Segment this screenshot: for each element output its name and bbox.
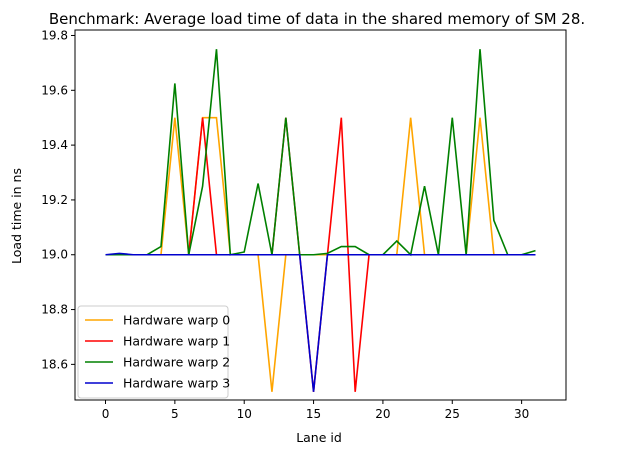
y-axis-label: Load time in ns (9, 168, 24, 264)
legend: Hardware warp 0 Hardware warp 1 Hardware w… (77, 305, 230, 399)
y-tick-label: 18.6 (41, 357, 68, 371)
legend-label-warp-2: Hardware warp 2 (123, 355, 230, 370)
y-axis: 18.6 18.8 19.0 19.2 19.4 19.6 19.8 (41, 28, 75, 371)
y-tick-label: 19.8 (41, 28, 68, 42)
legend-label-warp-1: Hardware warp 1 (123, 334, 230, 349)
series-line-warp-2 (105, 49, 536, 257)
series-line-warp-3 (105, 252, 536, 392)
x-tick-label: 0 (102, 407, 110, 421)
series-layer (105, 49, 536, 392)
legend-box (77, 305, 229, 399)
chart-title: Benchmark: Average load time of data in … (49, 10, 585, 28)
y-tick-label: 19.2 (41, 193, 68, 207)
legend-label-warp-3: Hardware warp 3 (123, 376, 230, 391)
x-tick-label: 25 (445, 407, 460, 421)
x-tick-label: 30 (514, 407, 529, 421)
y-tick-label: 19.0 (41, 248, 68, 262)
y-tick-label: 19.4 (41, 138, 68, 152)
x-tick-label: 5 (171, 407, 179, 421)
plot-frame (74, 29, 567, 401)
x-tick-label: 20 (375, 407, 390, 421)
x-axis-label: Lane id (296, 430, 342, 445)
legend-label-warp-0: Hardware warp 0 (123, 313, 230, 328)
x-tick-label: 10 (237, 407, 252, 421)
y-tick-label: 18.8 (41, 303, 68, 317)
y-tick-label: 19.6 (41, 83, 68, 97)
x-tick-label: 15 (306, 407, 321, 421)
x-axis: 0 5 10 15 20 25 30 (102, 400, 529, 421)
